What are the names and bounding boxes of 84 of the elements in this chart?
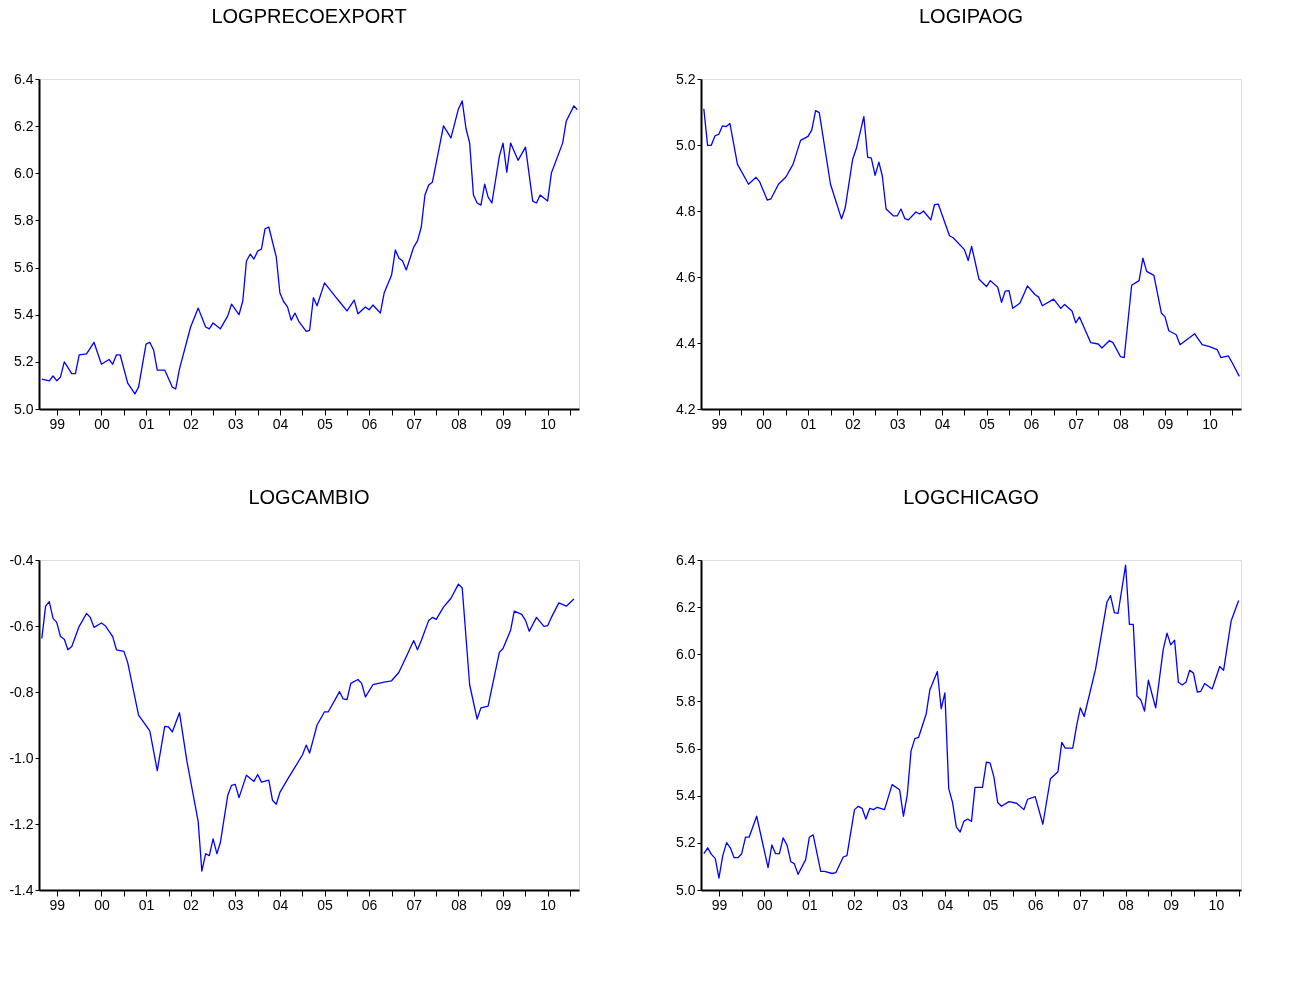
line-series	[41, 583, 575, 872]
x-tick-label: 06	[361, 415, 378, 432]
x-tick-label: 08	[451, 415, 467, 432]
chart-title: LOGIPAOG	[918, 5, 1024, 27]
y-tick-label: 5.4	[676, 787, 696, 804]
x-tick-label: 99	[49, 896, 66, 913]
x-tick-label: 03	[889, 415, 906, 432]
x-tick-label: 99	[711, 896, 728, 913]
x-tick-label: 04	[272, 896, 289, 913]
x-tick-label: 10	[540, 415, 557, 432]
x-tick-label: 10	[1202, 415, 1219, 432]
y-tick-label: -1.2	[9, 815, 34, 832]
y-tick-label: 5.0	[676, 881, 696, 898]
x-tick-label: 07	[406, 896, 423, 913]
y-tick-label: 4.8	[676, 202, 696, 219]
y-tick-label: 6.2	[14, 117, 34, 134]
x-tick-label: 01	[138, 415, 155, 432]
x-tick-label: 07	[406, 415, 423, 432]
x-tick-label: 01	[800, 415, 817, 432]
x-tick-label: 07	[1073, 896, 1089, 913]
x-tick-label: 03	[227, 415, 244, 432]
line-series	[41, 100, 578, 395]
y-tick-label: 4.4	[676, 334, 696, 351]
x-tick-label: 09	[1163, 896, 1180, 913]
x-tick-label: 99	[711, 415, 728, 432]
y-tick-label: 5.2	[676, 70, 696, 87]
x-tick-label: 09	[495, 415, 512, 432]
x-tick-label: 02	[183, 896, 200, 913]
x-tick-label: 08	[451, 896, 467, 913]
x-tick-label: 03	[227, 896, 244, 913]
x-tick-label: 08	[1118, 896, 1135, 913]
y-tick-label: 5.8	[676, 692, 696, 709]
x-tick-label: 09	[495, 896, 512, 913]
x-tick-label: 05	[317, 415, 334, 432]
y-tick-label: 4.2	[676, 400, 696, 417]
x-tick-label: 05	[979, 415, 996, 432]
y-tick-label: 6.0	[14, 164, 34, 181]
y-tick-label: -0.6	[9, 617, 34, 634]
y-tick-label: 5.4	[14, 306, 34, 323]
y-tick-label: 5.2	[14, 353, 34, 370]
x-tick-label: 03	[892, 896, 909, 913]
x-tick-label: 00	[94, 415, 110, 432]
x-tick-label: 06	[1027, 896, 1044, 913]
x-tick-label: 05	[317, 896, 334, 913]
x-tick-label: 07	[1068, 415, 1085, 432]
x-tick-label: 04	[272, 415, 289, 432]
x-tick-label: 01	[138, 896, 155, 913]
y-tick-label: 5.6	[676, 740, 696, 757]
x-tick-label: 02	[845, 415, 862, 432]
chart-title: LOGCAMBIO	[248, 486, 370, 508]
x-tick-label: 08	[1113, 415, 1129, 432]
x-tick-label: 04	[934, 415, 951, 432]
chart-title: LOGCHICAGO	[903, 486, 1039, 508]
x-tick-label: 00	[756, 896, 773, 913]
x-tick-label: 10	[1208, 896, 1225, 913]
y-tick-label: 5.0	[14, 400, 34, 417]
line-series	[703, 108, 1240, 377]
y-tick-label: 6.4	[676, 551, 696, 568]
x-tick-label: 06	[361, 896, 378, 913]
y-tick-label: -0.4	[9, 551, 34, 568]
y-tick-label: 6.2	[676, 598, 696, 615]
y-tick-label: 5.6	[14, 259, 34, 276]
x-tick-label: 99	[49, 415, 66, 432]
x-tick-label: 04	[937, 896, 954, 913]
chart-title: LOGPRECOEXPORT	[211, 5, 407, 27]
x-tick-label: 09	[1157, 415, 1174, 432]
y-tick-label: 5.2	[676, 834, 696, 851]
x-tick-label: 05	[982, 896, 999, 913]
y-tick-label: -0.8	[9, 683, 34, 700]
y-tick-label: -1.0	[9, 749, 34, 766]
y-tick-label: 5.8	[14, 211, 34, 228]
y-tick-label: 4.6	[676, 268, 696, 285]
y-tick-label: -1.4	[9, 881, 34, 898]
x-tick-label: 01	[802, 896, 818, 913]
y-tick-label: 6.0	[676, 645, 696, 662]
line-series	[703, 564, 1240, 879]
x-tick-label: 00	[756, 415, 772, 432]
x-tick-label: 02	[183, 415, 200, 432]
x-tick-label: 10	[540, 896, 557, 913]
y-tick-label: 6.4	[14, 70, 34, 87]
x-tick-label: 06	[1023, 415, 1040, 432]
y-tick-label: 5.0	[676, 136, 696, 153]
x-tick-label: 02	[847, 896, 863, 913]
x-tick-label: 00	[94, 896, 110, 913]
